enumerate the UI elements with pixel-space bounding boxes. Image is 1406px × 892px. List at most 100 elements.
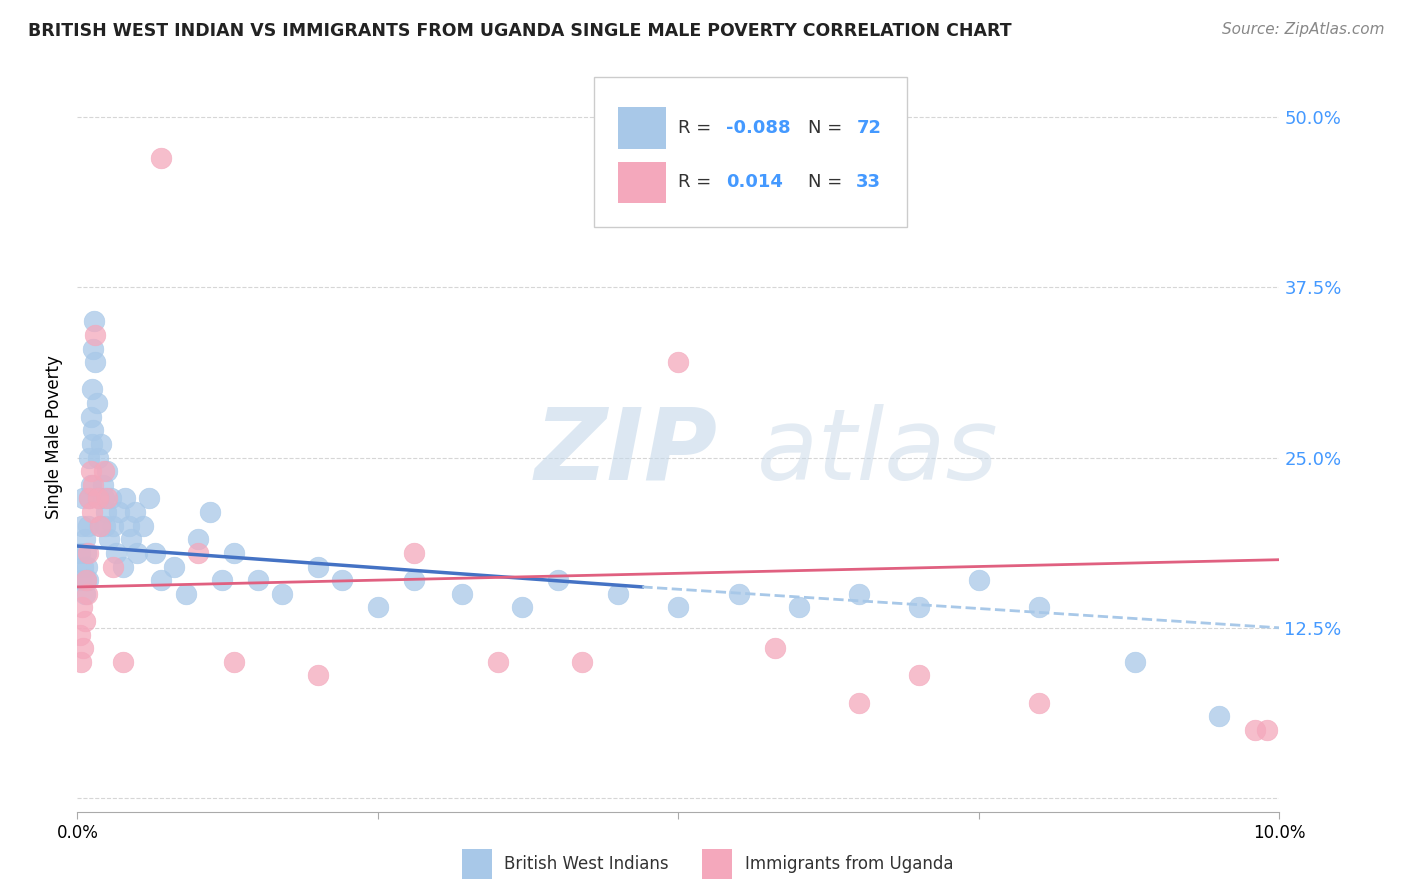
Point [82,477,104,491]
Text: R =: R = [679,173,717,191]
Y-axis label: Single Male Poverty: Single Male Poverty [45,355,63,519]
Point [571,655,593,669]
Point [73,533,96,547]
Point [93,464,115,478]
Point [307,559,329,574]
Point [118,518,141,533]
Point [73,614,96,628]
Point [80,383,103,397]
Point [97,533,120,547]
Point [82,342,104,356]
Point [87,491,110,506]
Point [89,518,111,533]
Point [69,546,91,560]
Point [607,587,630,601]
Point [72,641,94,656]
Point [93,491,115,506]
Point [86,396,108,410]
Point [367,600,389,615]
Text: Source: ZipAtlas.com: Source: ZipAtlas.com [1222,22,1385,37]
Point [451,587,474,601]
Point [69,627,91,641]
Point [76,559,98,574]
Point [87,450,110,465]
Point [103,559,125,574]
Point [111,559,134,574]
Point [186,533,209,547]
Point [174,587,197,601]
Point [70,600,93,615]
Point [90,437,112,451]
Point [132,518,155,533]
Point [150,151,173,165]
Point [79,477,101,491]
Point [222,655,245,669]
Point [848,696,870,710]
Point [83,314,105,328]
Point [967,573,990,587]
Point [79,409,101,424]
Point [72,559,94,574]
Point [162,559,184,574]
Point [84,355,107,369]
Text: British West Indians: British West Indians [505,855,669,873]
Point [75,573,97,587]
Point [80,505,103,519]
Point [108,505,131,519]
FancyBboxPatch shape [703,849,733,880]
Point [1028,600,1050,615]
FancyBboxPatch shape [463,849,492,880]
Point [547,573,569,587]
Point [1256,723,1278,737]
Point [91,477,114,491]
Text: N =: N = [808,173,848,191]
Point [727,587,749,601]
Point [908,600,931,615]
Point [668,600,690,615]
Point [84,327,107,342]
Point [1244,723,1267,737]
Point [103,518,125,533]
Point [80,437,103,451]
Point [70,573,93,587]
Text: 33: 33 [856,173,882,191]
Point [1208,709,1230,723]
Point [77,518,100,533]
Point [486,655,509,669]
Point [211,573,233,587]
Point [1028,696,1050,710]
Text: Immigrants from Uganda: Immigrants from Uganda [745,855,953,873]
Point [908,668,931,682]
Point [848,587,870,601]
Point [145,546,167,560]
Point [198,505,221,519]
Point [79,464,101,478]
Point [270,587,292,601]
Text: 0.014: 0.014 [727,173,783,191]
Point [120,533,142,547]
Point [510,600,533,615]
Point [111,655,134,669]
Point [94,518,117,533]
Point [138,491,160,506]
Point [307,668,329,682]
Point [73,587,96,601]
FancyBboxPatch shape [619,107,666,149]
Point [70,518,93,533]
Point [402,546,425,560]
Point [75,546,97,560]
Point [127,546,149,560]
Point [100,491,122,506]
Text: N =: N = [808,119,848,136]
Point [104,546,127,560]
Point [222,546,245,560]
FancyBboxPatch shape [595,78,907,227]
Point [402,573,425,587]
Text: -0.088: -0.088 [727,119,792,136]
Point [246,573,269,587]
Point [77,546,100,560]
Point [668,355,690,369]
FancyBboxPatch shape [619,162,666,203]
Text: ZIP: ZIP [534,403,717,500]
Point [79,491,101,506]
